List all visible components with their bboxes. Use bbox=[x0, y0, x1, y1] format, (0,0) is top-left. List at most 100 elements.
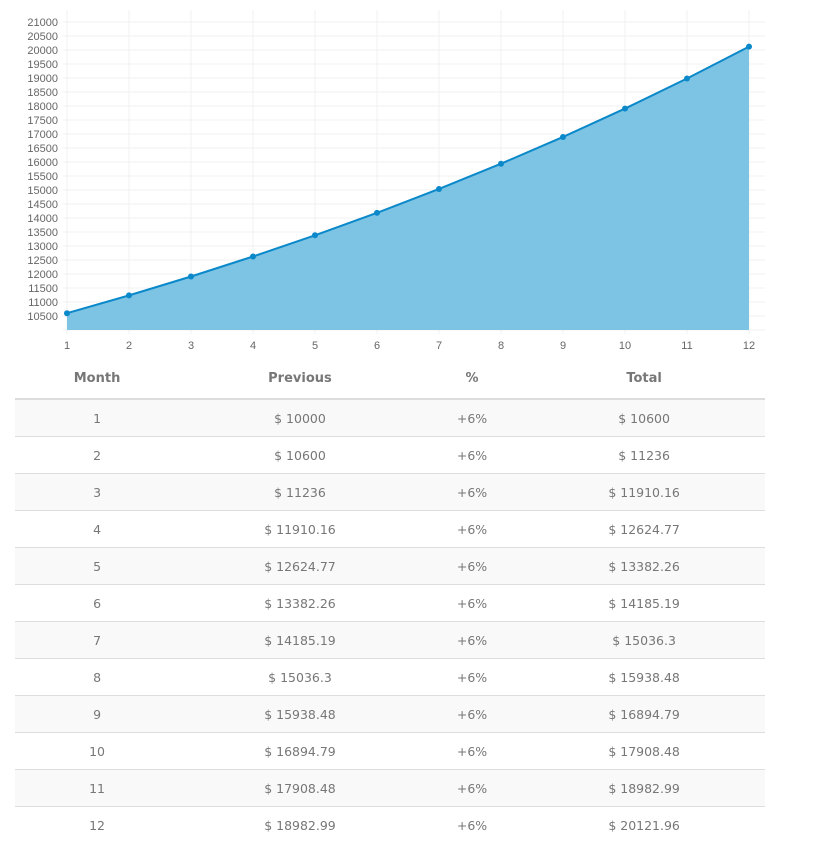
cell-percent: +6% bbox=[456, 817, 488, 833]
x-tick-label: 12 bbox=[743, 340, 755, 352]
cell-percent: +6% bbox=[420, 732, 524, 770]
table-row: 11 $ 17908.48 +6% $ 18982.99 bbox=[15, 769, 765, 807]
cell-month: 1 bbox=[15, 399, 180, 437]
x-tick-label: 3 bbox=[188, 340, 194, 352]
data-point bbox=[684, 75, 690, 82]
y-tick-label: 20500 bbox=[27, 31, 58, 43]
header-previous: Previous bbox=[179, 358, 421, 400]
cell-month: 4 bbox=[15, 510, 180, 548]
table-row: 7 $ 14185.19 +6% $ 15036.3 bbox=[15, 621, 765, 659]
cell-month: 9 bbox=[15, 695, 180, 733]
y-tick-label: 21000 bbox=[27, 17, 58, 29]
cell-previous: $ 16894.79 bbox=[179, 732, 421, 770]
x-tick-label: 7 bbox=[436, 340, 442, 352]
x-tick-label: 2 bbox=[126, 340, 132, 352]
table-row: 8 $ 15036.3 +6% $ 15938.48 bbox=[15, 658, 765, 696]
y-tick-label: 14500 bbox=[27, 199, 58, 211]
data-point bbox=[188, 273, 194, 280]
cell-percent: +6% bbox=[420, 473, 524, 511]
growth-area-chart: 10500 11000 11500 12000 12500 13000 13500 14000… bbox=[27, 10, 765, 352]
header-total: Total bbox=[523, 358, 765, 400]
cell-month: 3 bbox=[15, 473, 180, 511]
cell-previous: $ 10600 bbox=[179, 436, 421, 474]
table-row: 6 $ 13382.26 +6% $ 14185.19 bbox=[15, 584, 765, 622]
growth-table: Month Previous % Total 1 $ 10000 +6% $ 1060… bbox=[15, 358, 765, 843]
cell-percent: +6% bbox=[420, 547, 524, 585]
cell-total: $ 16894.79 bbox=[523, 695, 765, 733]
y-tick-label: 14000 bbox=[27, 213, 58, 225]
cell-percent: +6% bbox=[420, 621, 524, 659]
x-tick-label: 9 bbox=[560, 340, 566, 352]
cell-percent: +6% bbox=[420, 769, 524, 807]
cell-total: $ 12624.77 bbox=[523, 510, 765, 548]
cell-previous: $ 14185.19 bbox=[179, 621, 421, 659]
cell-total: $ 11910.16 bbox=[523, 473, 765, 511]
cell-month: 11 bbox=[15, 769, 180, 807]
cell-previous: $ 18982.99 bbox=[264, 817, 336, 833]
cell-month: 10 bbox=[15, 732, 180, 770]
x-tick-label: 11 bbox=[681, 340, 692, 352]
table-row: 5 $ 12624.77 +6% $ 13382.26 bbox=[15, 547, 765, 585]
cell-previous: $ 11236 bbox=[179, 473, 421, 511]
table-row: 4 $ 11910.16 +6% $ 12624.77 bbox=[15, 510, 765, 548]
data-points bbox=[64, 43, 752, 317]
y-tick-label: 19500 bbox=[27, 59, 58, 71]
y-tick-label: 10500 bbox=[27, 311, 58, 323]
cell-total: $ 13382.26 bbox=[523, 547, 765, 585]
y-tick-label: 12000 bbox=[27, 269, 58, 281]
area-fill bbox=[67, 46, 749, 331]
y-tick-label: 11000 bbox=[28, 297, 58, 309]
cell-total: $ 11236 bbox=[523, 436, 765, 474]
y-tick-label: 17500 bbox=[27, 115, 58, 127]
x-axis: 1 2 3 4 5 6 7 8 9 10 11 12 bbox=[64, 340, 755, 352]
cell-month: 2 bbox=[15, 436, 180, 474]
x-tick-label: 8 bbox=[498, 340, 504, 352]
y-tick-label: 13500 bbox=[27, 227, 58, 239]
cell-total: $ 15036.3 bbox=[523, 621, 765, 659]
y-tick-label: 18500 bbox=[27, 87, 58, 99]
table-row: 2 $ 10600 +6% $ 11236 bbox=[15, 436, 765, 474]
x-tick-label: 6 bbox=[374, 340, 380, 352]
y-tick-label: 12500 bbox=[27, 255, 58, 267]
cell-percent: +6% bbox=[420, 658, 524, 696]
y-tick-label: 17000 bbox=[27, 129, 58, 141]
x-tick-label: 4 bbox=[250, 340, 256, 352]
table-header-row: Month Previous % Total bbox=[15, 358, 765, 400]
header-month: Month bbox=[15, 358, 180, 400]
table-row: 9 $ 15938.48 +6% $ 16894.79 bbox=[15, 695, 765, 733]
cell-previous: $ 12624.77 bbox=[179, 547, 421, 585]
table-row: 12 $ 18982.99 +6% $ 20121.96 bbox=[15, 807, 765, 844]
cell-percent: +6% bbox=[420, 584, 524, 622]
data-point bbox=[250, 253, 256, 260]
y-tick-label: 16000 bbox=[27, 157, 58, 169]
data-point bbox=[560, 133, 566, 140]
cell-previous: $ 10000 bbox=[179, 399, 421, 437]
y-tick-label: 15500 bbox=[27, 171, 58, 183]
cell-month: 7 bbox=[15, 621, 180, 659]
cell-month: 12 bbox=[89, 817, 105, 833]
cell-previous: $ 11910.16 bbox=[179, 510, 421, 548]
cell-month: 5 bbox=[15, 547, 180, 585]
cell-previous: $ 15036.3 bbox=[179, 658, 421, 696]
data-point bbox=[436, 185, 442, 192]
y-tick-label: 11500 bbox=[28, 283, 58, 295]
cell-total: $ 17908.48 bbox=[523, 732, 765, 770]
data-point bbox=[64, 310, 70, 317]
data-point bbox=[312, 232, 318, 239]
series-line bbox=[66, 45, 750, 315]
y-tick-label: 19000 bbox=[27, 73, 58, 85]
cell-total: $ 14185.19 bbox=[523, 584, 765, 622]
x-tick-label: 10 bbox=[619, 340, 631, 352]
y-tick-label: 18000 bbox=[27, 101, 58, 113]
data-point bbox=[126, 292, 132, 299]
table-row: 1 $ 10000 +6% $ 10600 bbox=[15, 399, 765, 437]
y-tick-label: 15000 bbox=[27, 185, 58, 197]
cell-percent: +6% bbox=[420, 436, 524, 474]
cell-month: 6 bbox=[15, 584, 180, 622]
cell-previous: $ 13382.26 bbox=[179, 584, 421, 622]
cell-percent: +6% bbox=[420, 399, 524, 437]
x-tick-label: 1 bbox=[64, 340, 70, 352]
data-point bbox=[498, 160, 504, 167]
y-tick-label: 20000 bbox=[27, 45, 58, 57]
data-point bbox=[746, 43, 752, 50]
